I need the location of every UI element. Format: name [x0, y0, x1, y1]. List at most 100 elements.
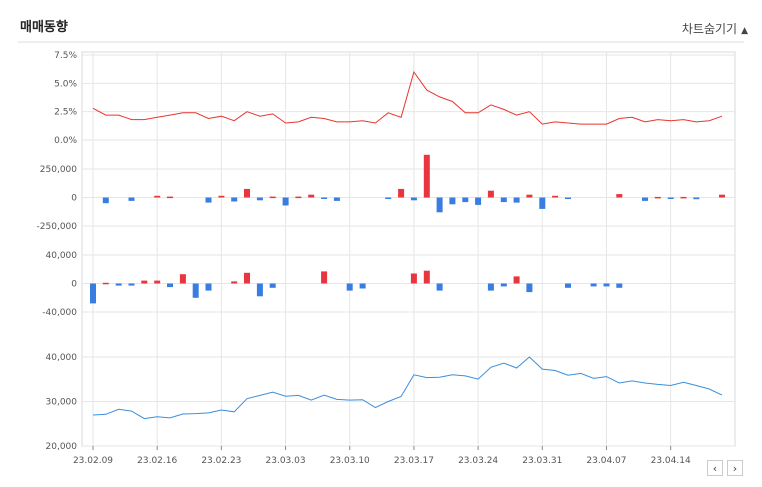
x-tick-label: 23.02.16	[137, 456, 177, 466]
volume-a-bar	[680, 196, 687, 199]
volume-a-bar	[475, 197, 482, 205]
hide-chart-label: 차트숨기기	[681, 22, 738, 36]
volume-a-bar	[256, 197, 263, 201]
x-tick-label: 23.03.03	[266, 456, 306, 466]
hide-chart-toggle[interactable]: 차트숨기기 ▲	[682, 20, 748, 37]
volume-a-bar	[282, 197, 289, 206]
volume-a-bar	[449, 197, 456, 205]
x-tick-label: 23.02.23	[201, 456, 241, 466]
marks-layer	[90, 70, 725, 420]
volume-a-bar	[128, 197, 135, 201]
volume-a-bar	[295, 196, 302, 199]
volume-b-bar	[128, 283, 135, 286]
volume-a-bar	[269, 196, 276, 199]
volume-a-bar	[398, 188, 405, 198]
volume-a-bar	[693, 197, 700, 200]
volume-a-bar	[385, 197, 392, 199]
volume-a-bar	[462, 197, 469, 203]
volume-b-bar	[321, 271, 328, 284]
volume-b-bar	[487, 283, 494, 291]
volume-a-bar	[410, 197, 417, 201]
y-tick-label: 0.0%	[54, 136, 77, 146]
volume-b-bar	[205, 283, 212, 291]
label-layer: 7.5% 5.0% 2.5% 0.0% 250,000 0 -250,000 40,000 0 -…	[37, 51, 691, 466]
y-tick-label: 40,000	[46, 353, 78, 363]
volume-b-bar	[192, 283, 199, 298]
volume-b-bar	[346, 283, 353, 291]
y-tick-label: 0	[71, 280, 77, 290]
x-tick-label: 23.02.09	[73, 456, 113, 466]
volume-a-bar	[321, 197, 328, 199]
volume-b-bar	[565, 283, 571, 288]
volume-b-bar	[102, 282, 109, 285]
volume-b-bar	[410, 273, 417, 284]
x-tick-label: 23.03.17	[394, 456, 434, 466]
chevron-left-icon: ‹	[712, 462, 718, 475]
y-tick-label: -250,000	[37, 222, 78, 232]
volume-a-bar	[654, 196, 661, 199]
volume-b-bar	[500, 283, 507, 287]
volume-a-bar	[308, 194, 315, 198]
volume-a-bar	[719, 194, 725, 198]
x-tick-label: 23.03.24	[458, 456, 498, 466]
volume-b-bar	[603, 283, 610, 287]
x-tick-label: 23.04.07	[586, 456, 626, 466]
volume-a-bar	[642, 197, 648, 201]
volume-b-bar	[90, 283, 96, 304]
y-tick-label: 40,000	[46, 251, 78, 261]
y-tick-label: 7.5%	[54, 51, 77, 61]
volume-a-bar	[513, 197, 520, 203]
volume-a-bar	[565, 197, 571, 199]
x-tick-label: 23.04.14	[651, 456, 691, 466]
x-tick-label: 23.03.10	[330, 456, 370, 466]
ratio-line	[92, 70, 723, 125]
volume-a-bar	[539, 197, 546, 209]
volume-a-bar	[667, 197, 674, 199]
volume-b-bar	[154, 280, 161, 284]
volume-b-bar	[616, 283, 623, 288]
volume-a-bar	[205, 197, 212, 203]
volume-a-bar	[526, 194, 533, 198]
volume-b-bar	[526, 283, 533, 293]
y-tick-label: 0	[71, 194, 77, 204]
volume-a-bar	[436, 197, 443, 213]
volume-b-bar	[423, 270, 430, 284]
volume-b-bar	[256, 283, 263, 297]
section-title: 매매동향	[20, 20, 68, 35]
volume-a-bar	[244, 188, 250, 198]
y-tick-label: 5.0%	[54, 79, 77, 89]
volume-a-bar	[333, 197, 340, 201]
y-tick-label: -40,000	[42, 308, 77, 318]
volume-b-bar	[244, 272, 250, 284]
volume-b-bar	[436, 283, 443, 291]
volume-a-bar	[616, 194, 623, 198]
next-button[interactable]: ›	[727, 460, 743, 476]
volume-a-bar	[423, 154, 430, 198]
volume-a-bar	[487, 190, 494, 198]
volume-a-bar	[218, 195, 225, 198]
volume-b-bar	[141, 280, 148, 284]
volume-b-bar	[513, 276, 520, 284]
plot-frame	[81, 51, 736, 447]
volume-b-bar	[179, 274, 186, 284]
x-tick-label: 23.03.31	[522, 456, 562, 466]
y-tick-label: 2.5%	[54, 108, 77, 118]
volume-a-bar	[552, 195, 559, 198]
prev-button[interactable]: ‹	[707, 460, 723, 476]
volume-b-bar	[167, 283, 173, 288]
chevron-right-icon: ›	[732, 462, 738, 475]
volume-a-bar	[231, 197, 238, 202]
volume-a-bar	[500, 197, 507, 203]
volume-b-bar	[115, 283, 122, 286]
volume-b-bar	[359, 283, 366, 289]
volume-a-bar	[154, 195, 161, 198]
y-tick-label: 20,000	[46, 442, 78, 452]
triangle-up-icon: ▲	[741, 26, 748, 36]
price-line	[92, 356, 723, 420]
volume-a-bar	[102, 197, 109, 204]
y-tick-label: 30,000	[46, 398, 78, 408]
volume-b-bar	[269, 283, 276, 288]
grid-layer	[82, 52, 735, 450]
volume-b-bar	[231, 281, 238, 284]
